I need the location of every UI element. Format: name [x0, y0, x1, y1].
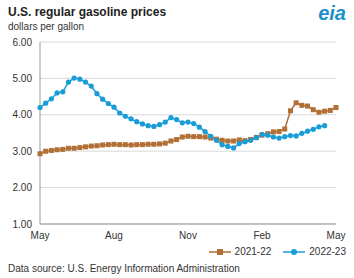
svg-text:2.00: 2.00	[13, 182, 33, 193]
html-text:Data source: U.S. Energy Infor: Data source: U.S. Energy Information Adm…	[8, 263, 240, 274]
svg-text:1.00: 1.00	[13, 219, 33, 230]
svg-text:3.00: 3.00	[13, 146, 33, 157]
html-text:eia: eia	[318, 2, 346, 24]
svg-text:Feb: Feb	[253, 230, 271, 241]
svg-text:Aug: Aug	[105, 230, 123, 241]
svg-text:5.00: 5.00	[13, 73, 33, 84]
html-text:U.S. regular gasoline prices: U.S. regular gasoline prices	[8, 5, 167, 19]
svg-text:6.00: 6.00	[13, 37, 33, 48]
svg-text:Nov: Nov	[179, 230, 197, 241]
html-text:dollars per gallon: dollars per gallon	[8, 21, 85, 32]
svg-text:May: May	[31, 230, 50, 241]
svg-text:4.00: 4.00	[13, 109, 33, 120]
html-text:2021-22: 2021-22	[234, 246, 272, 257]
html-text:2022-23: 2022-23	[309, 246, 346, 257]
svg-text:May: May	[327, 230, 346, 241]
